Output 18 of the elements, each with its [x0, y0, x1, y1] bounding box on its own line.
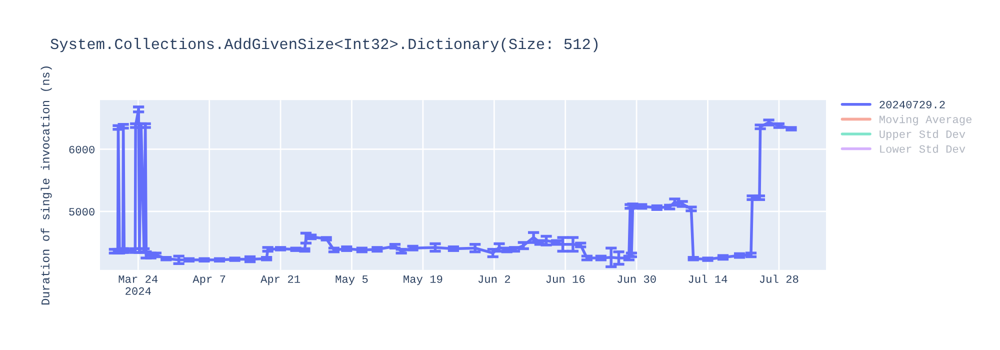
- legend-label: 20240729.2: [880, 100, 945, 108]
- x-tick-label: Jul 14: [688, 274, 728, 283]
- x-tick-label: May 5: [336, 275, 368, 286]
- chart-title: System.Collections.AddGivenSize<Int32>.Dictionary(Size: 512): [50, 38, 598, 52]
- x-tick-label: Mar 24 2024: [118, 275, 158, 295]
- y-axis-title: Duration of single invocation (ns): [40, 66, 52, 304]
- y-tick-label: 5000: [69, 208, 94, 216]
- x-tick-label: Jun 2: [478, 275, 510, 283]
- x-tick-label: Jun 16: [546, 275, 585, 283]
- x-tick-label: Jun 30: [618, 275, 656, 283]
- x-tick-label: Jul 28: [760, 274, 798, 283]
- x-tick-label: Apr 21: [260, 275, 300, 286]
- legend-label: Moving Average: [880, 115, 972, 126]
- legend-label: Lower Std Dev: [880, 144, 966, 153]
- legend-label: Upper Std Dev: [880, 130, 966, 140]
- x-tick-label: Apr 7: [192, 275, 226, 286]
- y-tick-label: 6000: [69, 146, 94, 154]
- x-tick-label: May 19: [404, 275, 442, 286]
